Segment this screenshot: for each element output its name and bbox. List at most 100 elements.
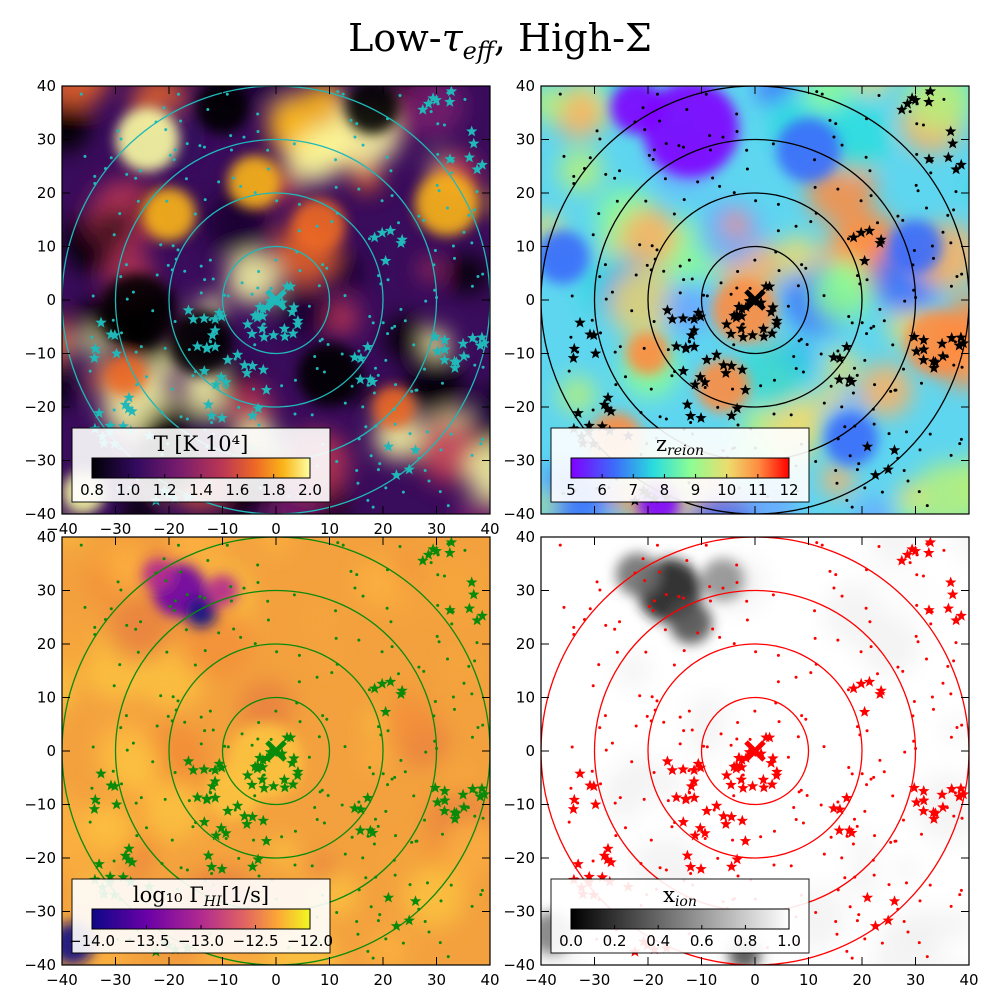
gamma_hi-source-dot <box>394 834 398 838</box>
x_ion-ytick-label: −20 <box>503 849 535 867</box>
x_ion-source-dot <box>610 741 614 745</box>
temperature-heatmap-blob <box>351 163 381 193</box>
gamma_hi-source-star <box>213 757 225 769</box>
gamma_hi-source-dot <box>159 694 163 698</box>
x_ion-source-dot <box>652 770 656 774</box>
x_ion-source-dot <box>836 888 840 892</box>
temperature-source-dot <box>369 454 373 458</box>
x_ion-heatmap-blob <box>895 858 919 882</box>
x_ion-heatmap-blob <box>890 760 918 788</box>
temperature-source-dot <box>112 233 116 237</box>
temperature-source-dot <box>481 272 485 276</box>
x_ion-ytick-label: 30 <box>516 582 535 600</box>
gamma_hi-source-star <box>457 788 469 800</box>
x_ion-source-dot <box>906 930 910 934</box>
x_ion-source-dot <box>772 863 776 867</box>
z_reion-source-star <box>588 329 600 341</box>
temperature-source-dot <box>199 291 203 295</box>
gamma_hi-source-star <box>430 545 443 556</box>
x_ion-heatmap-blob <box>673 537 721 557</box>
gamma_hi-source-dot <box>366 949 370 953</box>
temperature-source-star <box>95 316 107 328</box>
z_reion-source-dot <box>822 401 826 405</box>
gamma_hi-source-star <box>367 826 379 838</box>
gamma_hi-source-star <box>368 682 381 694</box>
temperature-source-dot <box>440 381 444 385</box>
z_reion-source-dot <box>690 277 694 281</box>
z_reion-source-dot <box>745 148 749 152</box>
temperature-source-dot <box>386 117 390 121</box>
temperature-source-star <box>126 405 138 417</box>
temperature-ytick-label: −20 <box>24 398 56 416</box>
z_reion-source-dot <box>915 152 919 156</box>
x_ion-source-star <box>758 781 770 793</box>
z_reion-source-dot <box>896 214 900 218</box>
x_ion-heatmap-blob <box>770 537 836 593</box>
x_ion-source-dot <box>650 695 654 699</box>
gamma_hi-source-star <box>444 604 456 615</box>
gamma_hi-source-dot <box>470 692 474 696</box>
gamma_hi-source-dot <box>451 695 455 699</box>
gamma_hi-source-dot <box>242 586 246 590</box>
z_reion-ytick-label: −20 <box>503 398 535 416</box>
z_reion-source-dot <box>630 309 634 313</box>
gamma_hi-source-dot <box>280 835 284 839</box>
temperature-source-dot <box>334 185 338 189</box>
gamma_hi-source-star <box>445 537 458 548</box>
temperature-heatmap-blob <box>277 284 331 339</box>
gamma_hi-source-dot <box>198 595 202 599</box>
gamma_hi-source-star <box>88 803 101 814</box>
z_reion-source-dot <box>570 294 574 298</box>
z_reion-source-dot <box>863 486 867 490</box>
gamma_hi-source-dot <box>364 876 368 880</box>
temperature-source-dot <box>159 243 163 247</box>
gamma_hi-source-dot <box>229 585 233 589</box>
temperature-source-dot <box>386 332 390 336</box>
x_ion-source-dot <box>925 955 929 959</box>
temperature-source-dot <box>374 424 378 428</box>
x_ion-source-dot <box>865 729 869 733</box>
temperature-source-star <box>220 376 232 388</box>
gamma_hi-source-dot <box>206 559 210 563</box>
x_ion-source-dot <box>570 745 574 749</box>
temperature-colorbar-tick-label: 1.8 <box>262 481 286 499</box>
gamma_hi-xtick-label: 10 <box>320 971 339 989</box>
z_reion-source-dot <box>591 408 595 412</box>
gamma_hi-source-dot <box>313 806 317 810</box>
gamma_hi-source-star <box>276 747 288 759</box>
temperature-source-star <box>468 137 480 149</box>
gamma_hi-heatmap-blob <box>303 603 335 634</box>
x_ion-source-star <box>918 794 930 806</box>
x_ion-xtick-label: −20 <box>632 971 664 989</box>
gamma_hi-source-dot <box>423 818 427 822</box>
z_reion-source-dot <box>911 263 915 267</box>
x_ion-source-dot <box>623 826 627 830</box>
x_ion-source-star <box>666 764 678 776</box>
panel-gamma_hi: −40 −30 −20 −10 0 10 20 30 40 −40 −30 −20 −10 0 10 20 30… <box>24 528 499 989</box>
temperature-source-star <box>201 342 213 354</box>
x_ion-source-dot <box>949 692 953 696</box>
z_reion-source-dot <box>558 92 562 96</box>
gamma_hi-ytick-label: 40 <box>37 528 56 546</box>
temperature-source-dot <box>473 208 477 212</box>
gamma_hi-heatmap-blob <box>383 694 436 747</box>
x_ion-source-star <box>694 822 706 833</box>
z_reion-heatmap-blob <box>558 375 597 415</box>
temperature-xtick-label: 40 <box>480 520 499 538</box>
temperature-ytick-label: −10 <box>24 345 56 363</box>
z_reion-ring <box>700 245 810 355</box>
z_reion-source-dot <box>912 248 916 252</box>
z_reion-source-dot <box>677 144 681 148</box>
temperature-source-dot <box>438 490 442 494</box>
temperature-source-star <box>390 469 403 480</box>
z_reion-source-dot <box>582 166 586 170</box>
z_reion-source-dot <box>696 180 700 184</box>
z_reion-heatmap-blob <box>811 263 871 323</box>
z_reion-source-dot <box>663 177 667 181</box>
gamma_hi-source-dot <box>357 638 361 642</box>
temperature-source-dot <box>173 148 177 152</box>
temperature-source-dot <box>193 212 197 216</box>
x_ion-source-dot <box>949 904 953 908</box>
temperature-source-dot <box>191 374 195 378</box>
temperature-ytick-label: −30 <box>24 452 56 470</box>
